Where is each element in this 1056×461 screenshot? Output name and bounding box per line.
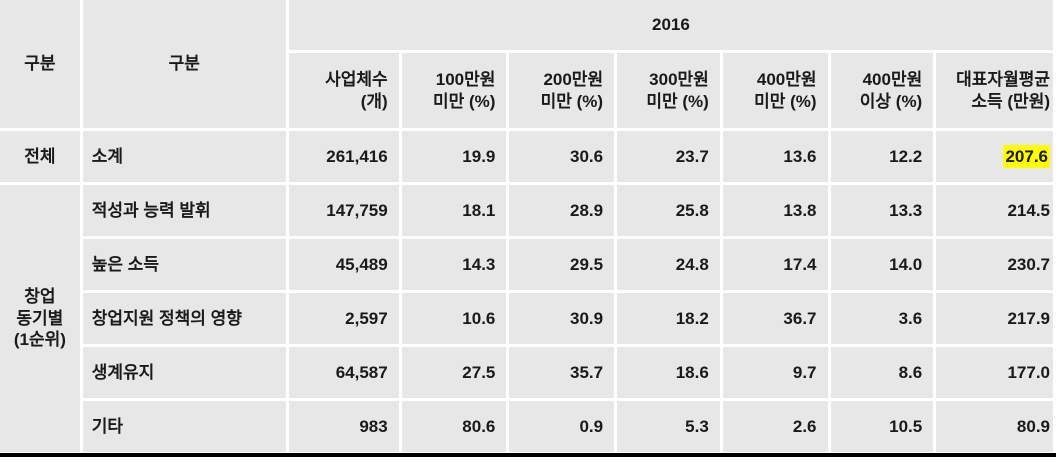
cell-value: 24.8 — [617, 239, 720, 290]
header-over-400: 400만원 이상 (%) — [830, 53, 934, 128]
cell-value: 17.4 — [722, 239, 828, 290]
header-row-year: 구분 구분 2016 — [0, 0, 1053, 128]
cell-value: 2,597 — [288, 293, 399, 344]
cell-value: 177.0 — [936, 347, 1053, 398]
table-row-livelihood: 생계유지 64,587 27.5 35.7 18.6 9.7 8.6 177.0 — [0, 347, 1053, 398]
table-row-policy-support: 창업지원 정책의 영향 2,597 10.6 30.9 18.2 36.7 3.… — [0, 293, 1053, 344]
cell-value: 13.6 — [722, 131, 828, 182]
cell-value: 9.7 — [722, 347, 828, 398]
header-under-200: 200만원 미만 (%) — [509, 53, 615, 128]
header-gubun-2: 구분 — [82, 0, 286, 128]
yellow-highlight: 207.6 — [1003, 144, 1050, 169]
cell-value: 261,416 — [288, 131, 399, 182]
cell-value: 45,489 — [288, 239, 399, 290]
row-label: 기타 — [82, 401, 286, 452]
cell-value-highlighted: 207.6 — [936, 131, 1053, 182]
cell-value: 23.7 — [617, 131, 720, 182]
header-avg-income: 대표자월평균 소득 (만원) — [936, 53, 1053, 128]
row-label: 높은 소득 — [82, 239, 286, 290]
header-business-count: 사업체수 (개) — [288, 53, 399, 128]
cell-value: 10.5 — [830, 401, 934, 452]
cell-value: 18.1 — [401, 185, 507, 236]
cell-value: 29.5 — [509, 239, 615, 290]
cell-value: 983 — [288, 401, 399, 452]
cell-value: 30.9 — [509, 293, 615, 344]
row-label: 적성과 능력 발휘 — [82, 185, 286, 236]
cell-value: 147,759 — [288, 185, 399, 236]
group-label-startup-motive: 창업 동기별 (1순위) — [0, 185, 80, 452]
cell-value: 13.8 — [722, 185, 828, 236]
cell-value: 3.6 — [830, 293, 934, 344]
cell-value: 30.6 — [509, 131, 615, 182]
header-under-300: 300만원 미만 (%) — [617, 53, 720, 128]
cell-value: 14.3 — [401, 239, 507, 290]
cell-value: 13.3 — [830, 185, 934, 236]
cell-value: 80.6 — [401, 401, 507, 452]
cell-value: 28.9 — [509, 185, 615, 236]
table-row-other: 기타 983 80.6 0.9 5.3 2.6 10.5 80.9 — [0, 401, 1053, 452]
cell-value: 214.5 — [936, 185, 1053, 236]
header-year-2016: 2016 — [288, 0, 1053, 50]
cell-value: 35.7 — [509, 347, 615, 398]
cell-value: 64,587 — [288, 347, 399, 398]
group-label-total: 전체 — [0, 131, 80, 182]
cell-value: 10.6 — [401, 293, 507, 344]
cell-value: 5.3 — [617, 401, 720, 452]
cell-value: 12.2 — [830, 131, 934, 182]
row-label: 창업지원 정책의 영향 — [82, 293, 286, 344]
cell-value: 27.5 — [401, 347, 507, 398]
cell-value: 8.6 — [830, 347, 934, 398]
row-label: 생계유지 — [82, 347, 286, 398]
header-gubun-1: 구분 — [0, 0, 80, 128]
header-under-400: 400만원 미만 (%) — [722, 53, 828, 128]
table-bottom-border — [0, 453, 1056, 457]
row-label-sogye: 소계 — [82, 131, 286, 182]
header-under-100: 100만원 미만 (%) — [401, 53, 507, 128]
cell-value: 25.8 — [617, 185, 720, 236]
table-row-high-income: 높은 소득 45,489 14.3 29.5 24.8 17.4 14.0 23… — [0, 239, 1053, 290]
cell-value: 230.7 — [936, 239, 1053, 290]
cell-value: 36.7 — [722, 293, 828, 344]
cell-value: 2.6 — [722, 401, 828, 452]
cell-value: 18.6 — [617, 347, 720, 398]
cell-value: 14.0 — [830, 239, 934, 290]
cell-value: 217.9 — [936, 293, 1053, 344]
cell-value: 19.9 — [401, 131, 507, 182]
cell-value: 18.2 — [617, 293, 720, 344]
cell-value: 0.9 — [509, 401, 615, 452]
cell-value: 80.9 — [936, 401, 1053, 452]
header-row-metrics: 사업체수 (개) 100만원 미만 (%) 200만원 미만 (%) 300만원… — [0, 53, 1053, 128]
table-row-total: 전체 소계 261,416 19.9 30.6 23.7 13.6 12.2 2… — [0, 131, 1053, 182]
table-row-aptitude: 창업 동기별 (1순위) 적성과 능력 발휘 147,759 18.1 28.9… — [0, 185, 1053, 452]
